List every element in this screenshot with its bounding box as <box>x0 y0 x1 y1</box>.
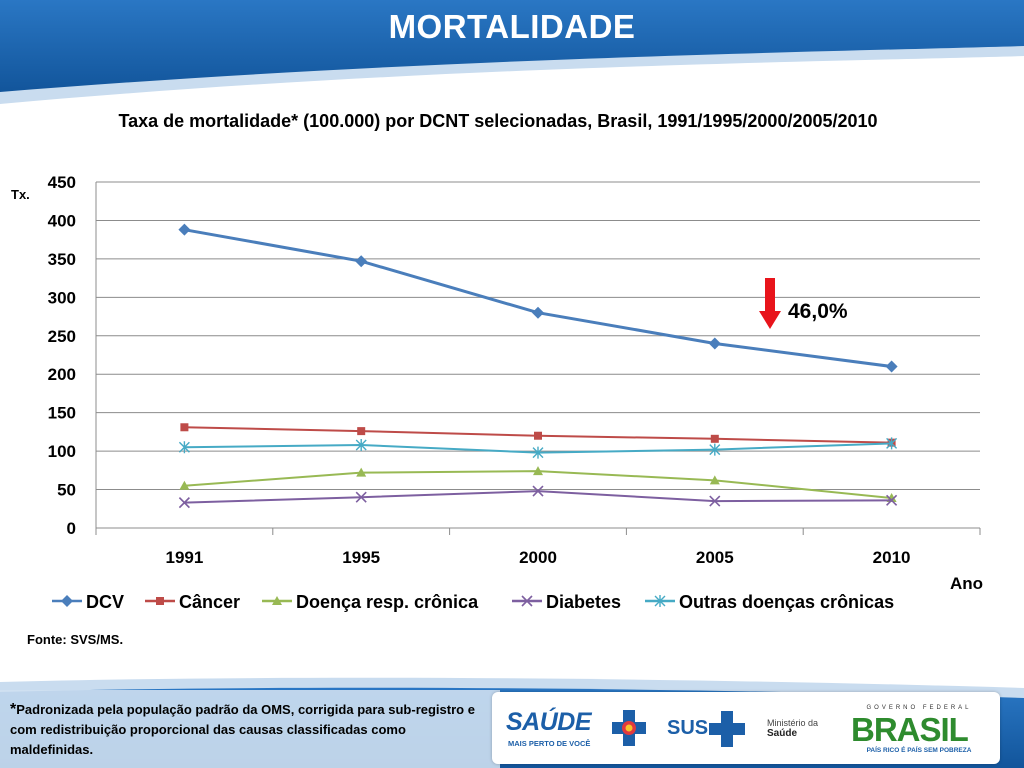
data-point <box>885 360 898 373</box>
legend-label: DCV <box>86 592 124 612</box>
data-point <box>709 495 721 507</box>
data-point <box>709 443 721 456</box>
y-tick-label: 50 <box>57 481 76 500</box>
series-dcv <box>178 223 898 373</box>
legend-marker <box>156 597 164 605</box>
brasil-logo-tagline: PAÍS RICO É PAÍS SEM POBREZA <box>866 747 972 754</box>
slide-title: MORTALIDADE <box>388 8 636 45</box>
data-point <box>179 480 190 490</box>
sus-cross-icon <box>709 711 745 747</box>
legend-label: Doença resp. crônica <box>296 592 479 612</box>
series-outras-doencas-cronicas <box>178 437 898 459</box>
x-axis-title: Ano <box>950 574 983 593</box>
data-point <box>708 337 721 350</box>
legend-label: Câncer <box>179 592 240 612</box>
legend-marker <box>272 596 282 605</box>
data-point <box>709 475 720 485</box>
data-point <box>356 467 367 477</box>
ministerio-logo: Ministério da Saúde <box>767 718 837 739</box>
brasil-logo-top: GOVERNO FEDERAL <box>866 705 972 711</box>
data-point <box>355 438 367 451</box>
saude-cross-icon <box>612 710 646 746</box>
brasil-logo: GOVERNO FEDERAL BRASIL PAÍS RICO É PAÍS … <box>849 705 989 755</box>
y-tick-label: 100 <box>48 442 76 461</box>
legend-marker <box>654 595 666 607</box>
annotation-label: 46,0% <box>788 300 848 323</box>
legend-label: Outras doenças crônicas <box>679 592 894 612</box>
saude-logo-tagline: MAIS PERTO DE VOCÊ <box>508 739 591 748</box>
series-cancer <box>180 423 896 447</box>
legend-item: Diabetes <box>512 592 621 612</box>
ministerio-logo-line1: Ministério da <box>767 718 819 728</box>
ministerio-logo-line2: Saúde <box>767 728 798 739</box>
y-tick-label: 450 <box>48 173 76 192</box>
footnote: *Padronizada pela população padrão da OM… <box>10 700 485 760</box>
legend-marker <box>521 595 533 607</box>
y-tick-label: 250 <box>48 327 76 346</box>
data-point <box>532 446 544 459</box>
legend-item: Câncer <box>145 592 240 612</box>
data-point <box>886 494 898 506</box>
x-tick-label: 2000 <box>519 548 557 567</box>
series-line <box>184 228 892 369</box>
x-tick-label: 2010 <box>873 548 911 567</box>
legend-item: Outras doenças crônicas <box>645 592 894 612</box>
data-point <box>357 427 366 436</box>
data-point <box>532 306 544 319</box>
data-point <box>180 423 189 432</box>
x-tick-label: 1991 <box>165 548 203 567</box>
x-tick-label: 1995 <box>342 548 380 567</box>
data-point <box>178 223 191 236</box>
series-line <box>184 470 892 500</box>
data-point <box>178 441 190 454</box>
y-tick-label: 0 <box>67 519 76 538</box>
data-point <box>534 431 542 440</box>
data-point <box>178 497 190 509</box>
mortality-line-chart: 0 50 100 150 200 250 300 350 400 450 1991 1995 2000 2… <box>11 173 983 612</box>
data-point <box>532 485 544 497</box>
down-arrow-icon <box>759 278 781 329</box>
legend-item: Doença resp. crônica <box>262 592 479 612</box>
source-note: Fonte: SVS/MS. <box>27 632 124 647</box>
slide-header: MORTALIDADE <box>0 0 1024 110</box>
sus-logo-text: SUS <box>667 717 709 739</box>
data-point <box>533 466 543 476</box>
chart-title: Taxa de mortalidade* (100.000) por DCNT … <box>118 111 878 131</box>
data-point <box>355 255 368 268</box>
y-axis-title: Tx. <box>11 187 30 202</box>
series-doenca-resp-cronica <box>179 466 897 503</box>
data-point <box>886 437 898 450</box>
legend-item: DCV <box>52 592 124 612</box>
x-tick-label: 2005 <box>696 548 734 567</box>
data-point <box>355 491 367 503</box>
y-tick-label: 400 <box>48 211 76 230</box>
brasil-logo-text: BRASIL <box>851 711 969 748</box>
data-point <box>710 434 719 443</box>
footnote-star: * <box>10 701 17 718</box>
legend-label: Diabetes <box>546 592 621 612</box>
sus-logo: SUS <box>667 709 747 749</box>
saude-logo: SAÚDE MAIS PERTO DE VOCÊ <box>506 706 646 750</box>
y-tick-label: 300 <box>48 288 76 307</box>
saude-logo-text: SAÚDE <box>506 708 592 736</box>
y-tick-label: 200 <box>48 365 76 384</box>
series-diabetes <box>178 485 898 509</box>
footnote-text: Padronizada pela população padrão da OMS… <box>10 702 475 757</box>
series-line <box>184 490 892 504</box>
y-tick-label: 150 <box>48 404 76 423</box>
legend-marker <box>61 595 73 607</box>
y-tick-label: 350 <box>48 250 76 269</box>
logo-panel: SAÚDE MAIS PERTO DE VOCÊ SUS Ministério … <box>492 692 1000 764</box>
